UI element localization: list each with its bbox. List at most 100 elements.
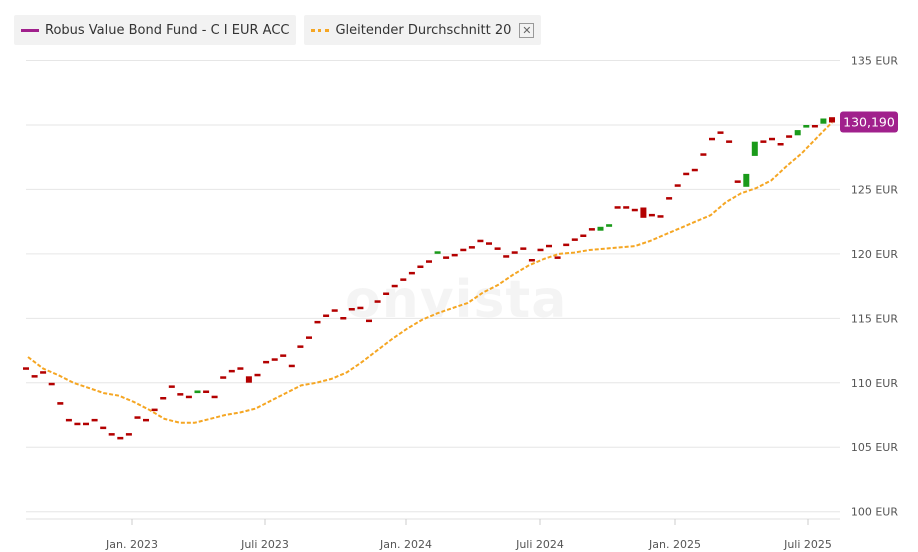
candle bbox=[563, 243, 570, 247]
candle bbox=[554, 256, 561, 259]
candle bbox=[83, 422, 89, 426]
candle bbox=[726, 140, 733, 143]
candle bbox=[691, 168, 698, 172]
y-tick-label: 120 EUR bbox=[851, 248, 898, 261]
legend-series-label: Robus Value Bond Fund - C I EUR ACC bbox=[45, 22, 290, 38]
candle bbox=[100, 426, 107, 430]
candle bbox=[211, 395, 218, 399]
candle bbox=[674, 184, 681, 187]
candle bbox=[271, 358, 278, 361]
candle bbox=[177, 393, 184, 396]
y-tick-label: 125 EUR bbox=[851, 183, 898, 196]
candle bbox=[374, 300, 381, 303]
candle bbox=[614, 206, 621, 209]
candle bbox=[408, 271, 415, 275]
candle bbox=[700, 153, 707, 156]
candle bbox=[743, 173, 750, 187]
candle bbox=[74, 422, 81, 426]
candle bbox=[820, 118, 827, 124]
candle bbox=[108, 433, 115, 436]
candle bbox=[65, 418, 72, 422]
moving-average-line bbox=[27, 121, 833, 424]
candle bbox=[451, 253, 458, 257]
candle bbox=[477, 239, 484, 243]
candle bbox=[31, 375, 38, 378]
candle bbox=[528, 259, 535, 262]
candle bbox=[571, 238, 578, 241]
candle bbox=[769, 137, 775, 141]
candle bbox=[623, 206, 630, 209]
candle bbox=[254, 373, 261, 377]
candle bbox=[245, 376, 252, 383]
candle bbox=[606, 224, 613, 227]
candle bbox=[683, 172, 690, 176]
candle bbox=[631, 208, 638, 212]
candle bbox=[648, 213, 655, 217]
x-tick-label: Juli 2024 bbox=[515, 538, 564, 551]
candle bbox=[468, 246, 475, 249]
candle bbox=[40, 371, 47, 374]
x-tick-label: Juli 2025 bbox=[783, 538, 832, 551]
candle bbox=[751, 141, 758, 156]
candle bbox=[151, 408, 158, 412]
candle bbox=[546, 244, 552, 248]
candle bbox=[400, 278, 407, 281]
candle bbox=[657, 215, 664, 218]
candle bbox=[220, 376, 227, 379]
candle bbox=[417, 265, 424, 268]
candle bbox=[640, 207, 647, 218]
candle bbox=[777, 143, 784, 146]
candle bbox=[580, 234, 587, 237]
candle bbox=[829, 117, 835, 123]
candle bbox=[486, 242, 492, 245]
candle bbox=[503, 255, 510, 258]
candle bbox=[23, 367, 29, 370]
candle bbox=[228, 369, 235, 373]
legend-item-series[interactable]: Robus Value Bond Fund - C I EUR ACC bbox=[14, 15, 297, 45]
candle bbox=[194, 390, 201, 394]
candle bbox=[537, 248, 544, 252]
series-swatch bbox=[21, 28, 39, 32]
candle bbox=[443, 256, 450, 259]
candle bbox=[709, 137, 715, 141]
watermark: onvista bbox=[345, 270, 567, 330]
y-tick-label: 105 EUR bbox=[851, 441, 898, 454]
candle bbox=[117, 436, 124, 440]
close-icon[interactable]: ✕ bbox=[519, 22, 535, 38]
legend-item-moving-average[interactable]: Gleitender Durchschnitt 20 ✕ bbox=[304, 15, 542, 45]
candle bbox=[91, 418, 98, 422]
candle bbox=[357, 306, 364, 310]
candle bbox=[786, 135, 793, 138]
candle bbox=[460, 248, 467, 252]
candle bbox=[426, 260, 432, 263]
candle bbox=[597, 226, 604, 231]
candle bbox=[323, 314, 330, 317]
candle bbox=[134, 416, 141, 419]
x-tick-label: Jan. 2024 bbox=[379, 538, 432, 551]
candle bbox=[366, 319, 372, 323]
candle bbox=[57, 402, 64, 405]
candle bbox=[494, 247, 501, 250]
candle bbox=[588, 228, 595, 231]
candle bbox=[348, 308, 355, 311]
y-tick-label: 100 EUR bbox=[851, 506, 898, 519]
candle bbox=[717, 131, 724, 134]
x-tick-label: Jan. 2025 bbox=[648, 538, 701, 551]
x-tick-label: Juli 2023 bbox=[240, 538, 289, 551]
candle bbox=[383, 292, 390, 295]
candle bbox=[331, 309, 338, 312]
candle bbox=[297, 345, 304, 348]
candle bbox=[168, 385, 175, 388]
candle bbox=[185, 395, 192, 399]
legend-ma-label: Gleitender Durchschnitt 20 bbox=[335, 22, 512, 38]
candle bbox=[803, 125, 810, 128]
candle bbox=[340, 317, 347, 320]
candle bbox=[160, 397, 167, 400]
candle bbox=[306, 336, 312, 339]
candle bbox=[314, 320, 321, 324]
y-tick-label: 135 EUR bbox=[851, 55, 898, 68]
candle bbox=[666, 197, 673, 200]
candle bbox=[280, 354, 287, 357]
candle bbox=[237, 367, 244, 370]
